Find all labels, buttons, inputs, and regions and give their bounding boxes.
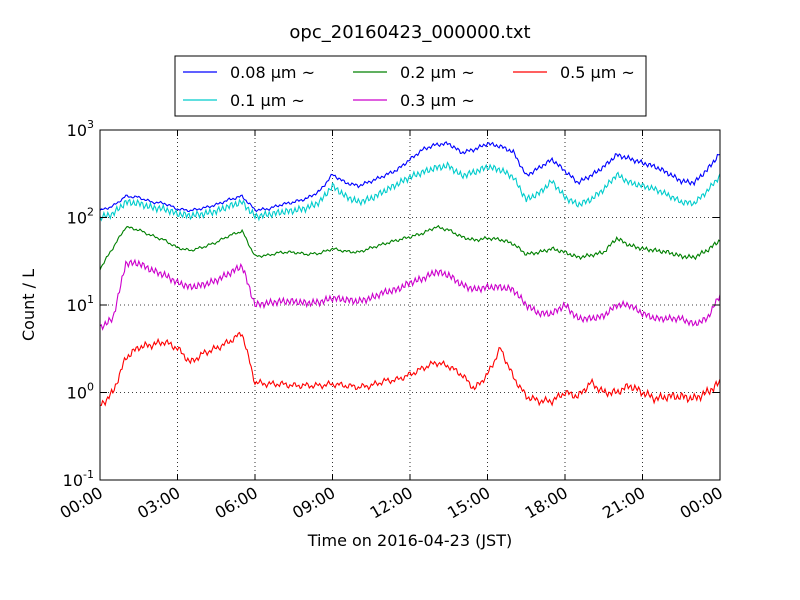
y-tick-base: 10 (67, 209, 87, 228)
series-line-0 (99, 141, 721, 213)
legend-label-1: 0.1 μm ~ (230, 91, 305, 110)
y-tick-base: 10 (63, 471, 83, 490)
legend: 0.08 μm ~ 0.1 μm ~ 0.2 μm ~ 0.3 μm ~ 0.5 μm … (174, 55, 647, 117)
y-tick-exponent: 2 (87, 206, 94, 219)
y-tick-exponent: 3 (87, 118, 94, 131)
legend-label-4: 0.5 μm ~ (560, 63, 635, 82)
series-line-3 (99, 258, 721, 331)
y-tick-label: 103 (67, 118, 94, 140)
series-line-2 (99, 224, 721, 271)
y-tick-label: 10-1 (63, 468, 94, 490)
y-tick-base: 10 (67, 296, 87, 315)
plot-lines (99, 141, 721, 407)
y-tick-label: 100 (67, 381, 94, 403)
legend-label-2: 0.2 μm ~ (400, 63, 475, 82)
y-tick-exponent: -1 (83, 468, 94, 481)
y-tick-exponent: 1 (87, 293, 94, 306)
x-axis-label: Time on 2016-04-23 (JST) (307, 531, 512, 550)
series-line-4 (99, 331, 721, 407)
y-tick-label: 101 (67, 293, 94, 315)
chart-title: opc_20160423_000000.txt (289, 22, 530, 43)
y-axis-label: Count / L (19, 269, 38, 341)
legend-label-3: 0.3 μm ~ (400, 91, 475, 110)
series-line-1 (99, 161, 721, 222)
y-tick-exponent: 0 (87, 381, 94, 394)
legend-label-0: 0.08 μm ~ (230, 63, 315, 82)
legend-box (174, 55, 647, 117)
y-tick-base: 10 (67, 121, 87, 140)
y-tick-label: 102 (67, 206, 94, 228)
y-tick-base: 10 (67, 384, 87, 403)
